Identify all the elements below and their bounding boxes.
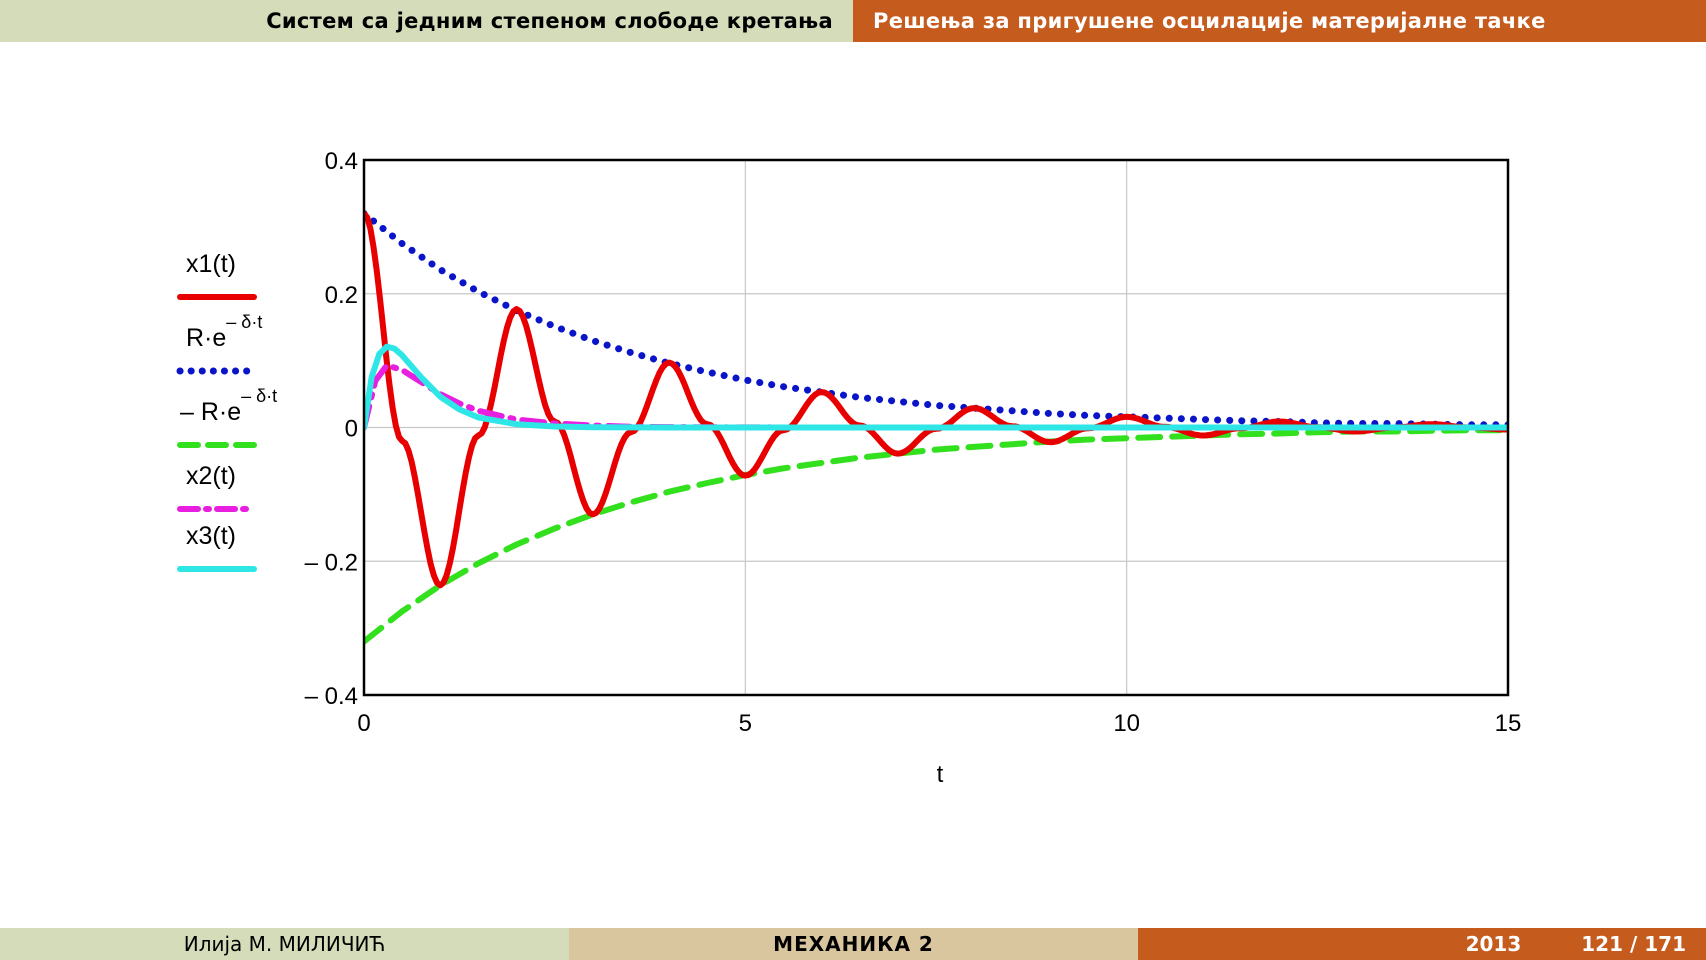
subsection-title: Решења за пригушене осцилације материјал… bbox=[853, 0, 1706, 42]
legend-label: x3(t) bbox=[186, 522, 236, 550]
y-tick-label: – 0.2 bbox=[305, 549, 358, 576]
y-tick-label: 0.2 bbox=[325, 282, 358, 309]
legend: x1(t) R·e– δ·t – R·e– δ·t x2(t) x3(t) bbox=[176, 250, 277, 572]
top-bar: Систем са једним степеном слободе кретањ… bbox=[0, 0, 1706, 42]
series-layer bbox=[364, 210, 1508, 645]
legend-label: x2(t) bbox=[186, 462, 236, 490]
series-line-r-e-t- bbox=[364, 210, 1508, 429]
damped-oscillation-chart: 0 5 10 15 0.4 0.2 0 – 0.2 – 0.4 t x1(t) R·e– δ·t –… bbox=[176, 148, 1522, 788]
footer-info: 2013 121 / 171 bbox=[1138, 928, 1706, 960]
section-title: Систем са једним степеном слободе кретањ… bbox=[0, 0, 853, 42]
y-tick-label: – 0.4 bbox=[305, 683, 358, 710]
x-axis-label: t bbox=[937, 761, 944, 788]
x-tick-label: 5 bbox=[739, 710, 752, 737]
footer-author: Илија М. МИЛИЧИЋ bbox=[0, 928, 569, 960]
series-line--r-e-t- bbox=[364, 427, 1508, 645]
legend-label: – R·e– δ·t bbox=[180, 386, 277, 426]
tick-labels: 0 5 10 15 0.4 0.2 0 – 0.2 – 0.4 bbox=[305, 148, 1522, 737]
plot-frame bbox=[362, 158, 1510, 697]
x-tick-label: 15 bbox=[1495, 710, 1522, 737]
page-number: 121 / 171 bbox=[1581, 932, 1686, 956]
y-tick-label: 0.4 bbox=[325, 148, 358, 175]
footer-bar: Илија М. МИЛИЧИЋ МЕХАНИКА 2 2013 121 / 1… bbox=[0, 928, 1706, 960]
footer-course: МЕХАНИКА 2 bbox=[569, 928, 1138, 960]
legend-label: x1(t) bbox=[186, 250, 236, 278]
footer-year: 2013 bbox=[1465, 932, 1522, 956]
x-tick-label: 10 bbox=[1113, 710, 1140, 737]
series-line-x1-t- bbox=[364, 210, 1508, 589]
x-tick-label: 0 bbox=[357, 710, 370, 737]
y-tick-label: 0 bbox=[345, 416, 358, 443]
series-line-x3-t- bbox=[364, 343, 1508, 431]
legend-label: R·e– δ·t bbox=[186, 312, 262, 352]
